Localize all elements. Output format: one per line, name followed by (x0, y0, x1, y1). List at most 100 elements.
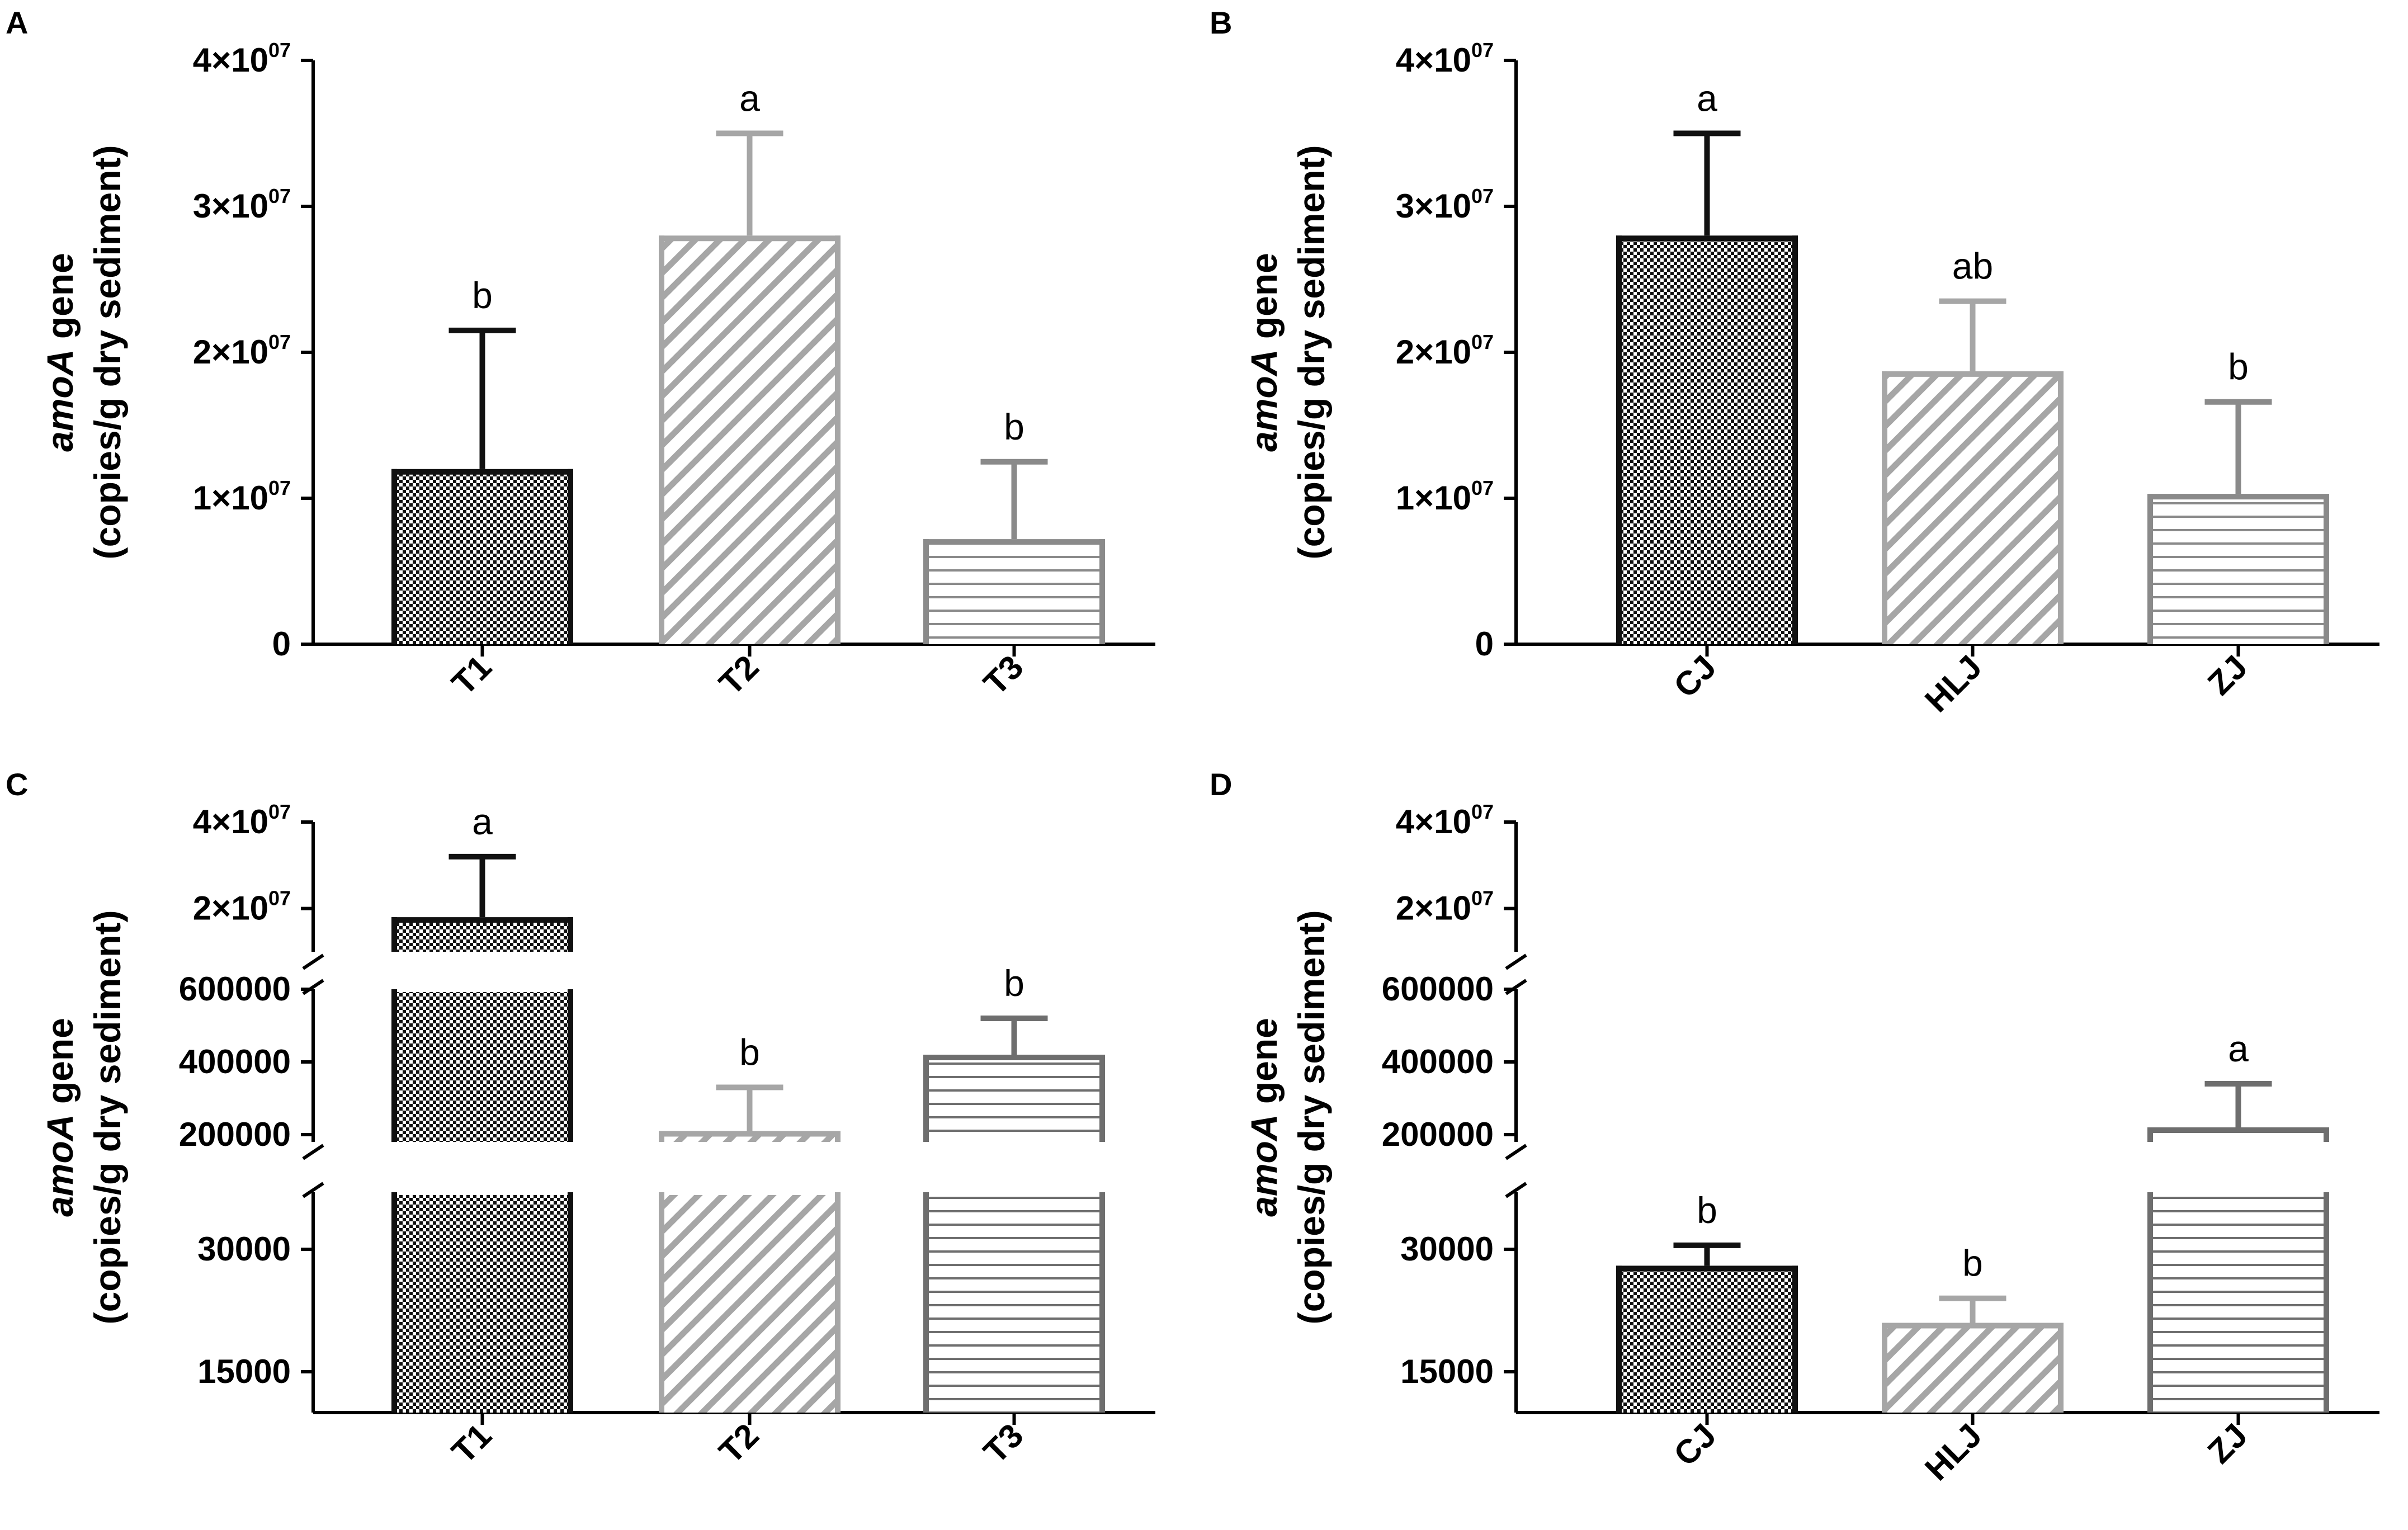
y-tick-exponent: 07 (1471, 476, 1494, 499)
y-axis-label: amoA gene (1243, 253, 1285, 452)
panel-letter: A (6, 5, 28, 40)
axis-break-mark (302, 953, 324, 970)
panel-letter: B (1210, 5, 1232, 40)
y-axis-label: amoA gene (1243, 1018, 1285, 1217)
y-tick-label: 2×1007 (1396, 887, 1494, 927)
y-axis-label-italic: amoA (39, 1115, 81, 1217)
y-axis-label-italic: amoA (39, 350, 81, 452)
bar-T1 (394, 471, 570, 644)
y-tick-label: 200000 (179, 1116, 291, 1153)
significance-letter: b (1004, 962, 1024, 1004)
x-tick-label: ZJ (2201, 1416, 2255, 1471)
y-tick-label: 30000 (1400, 1230, 1494, 1268)
axis-break-mark (302, 979, 324, 995)
x-tick-label: CJ (1666, 648, 1724, 705)
y-tick-label: 15000 (1400, 1353, 1494, 1390)
y-tick-exponent: 07 (1471, 800, 1494, 823)
y-axis-label-rest: gene (39, 1018, 81, 1114)
bar-ZJ (2150, 1130, 2326, 1142)
bar-ZJ (2150, 497, 2326, 644)
significance-letter: b (2228, 346, 2249, 388)
bar-T3 (926, 542, 1102, 644)
significance-letter: a (739, 78, 760, 119)
y-tick-mantissa: 1×10 (1396, 479, 1471, 517)
y-axis-label-units: (copies/g dry sediment) (1291, 145, 1332, 560)
bar-T1 (394, 992, 570, 1142)
bar-T3 (926, 1195, 1102, 1413)
y-tick-label: 3×1007 (1396, 185, 1494, 225)
x-tick-label: T1 (445, 1416, 499, 1471)
y-tick-label: 0 (1475, 625, 1494, 663)
y-tick-mantissa: 2×10 (193, 890, 268, 927)
significance-letter: b (1697, 1189, 1717, 1231)
y-tick-mantissa: 2×10 (1396, 333, 1471, 371)
y-axis-label: amoA gene (39, 1018, 81, 1217)
panel-letter: C (6, 767, 28, 802)
y-tick-exponent: 07 (268, 800, 291, 823)
y-axis-label-units: (copies/g dry sediment) (87, 910, 128, 1325)
significance-letter: a (472, 801, 493, 842)
y-tick-label: 400000 (179, 1043, 291, 1080)
panel-letter: D (1210, 767, 1232, 802)
y-tick-label: 15000 (197, 1353, 291, 1390)
x-tick-label: CJ (1666, 1416, 1724, 1474)
bar-T1 (394, 920, 570, 952)
significance-letter: b (1004, 406, 1024, 447)
y-tick-label: 30000 (197, 1230, 291, 1268)
y-tick-exponent: 07 (268, 185, 291, 207)
bar-CJ (1619, 238, 1795, 644)
y-tick-label: 600000 (179, 970, 291, 1008)
y-tick-label: 200000 (1382, 1116, 1494, 1153)
significance-letter: b (472, 275, 493, 316)
y-tick-label: 600000 (1382, 970, 1494, 1008)
y-tick-label: 400000 (1382, 1043, 1494, 1080)
bar-HLJ (1885, 1325, 2061, 1413)
y-axis-label-rest: gene (1243, 1018, 1285, 1114)
axis-break-mark (1505, 1144, 1527, 1160)
y-tick-label: 0 (272, 625, 291, 663)
y-tick-label: 4×1007 (1396, 800, 1494, 840)
y-tick-exponent: 07 (1471, 185, 1494, 207)
y-tick-label: 1×1007 (1396, 476, 1494, 517)
axis-break-mark (1505, 953, 1527, 970)
y-tick-mantissa: 4×10 (1396, 803, 1471, 840)
significance-letter: b (739, 1032, 760, 1073)
y-tick-mantissa: 2×10 (1396, 890, 1471, 927)
significance-letter: b (1962, 1243, 1983, 1284)
y-axis-label-rest: gene (39, 253, 81, 349)
bar-T2 (662, 238, 838, 644)
y-tick-exponent: 07 (268, 39, 291, 62)
y-tick-mantissa: 4×10 (193, 803, 268, 840)
y-tick-label: 1×1007 (193, 476, 291, 517)
y-tick-mantissa: 2×10 (193, 333, 268, 371)
significance-letter: a (1697, 78, 1717, 119)
x-tick-label: ZJ (2201, 648, 2255, 702)
y-tick-label: 3×1007 (193, 185, 291, 225)
axis-break-mark (302, 1182, 324, 1198)
y-tick-label: 2×1007 (193, 330, 291, 371)
x-tick-label: HLJ (1918, 648, 1989, 720)
x-tick-label: T3 (976, 648, 1031, 702)
y-axis-label-units: (copies/g dry sediment) (87, 145, 128, 560)
y-tick-exponent: 07 (1471, 887, 1494, 910)
y-tick-exponent: 07 (268, 330, 291, 353)
axis-break-mark (1505, 1182, 1527, 1198)
y-tick-exponent: 07 (1471, 330, 1494, 353)
y-tick-mantissa: 3×10 (1396, 187, 1471, 225)
y-tick-label: 2×1007 (1396, 330, 1494, 371)
bar-T2 (662, 1195, 838, 1413)
axis-break-mark (302, 1144, 324, 1160)
significance-letter: a (2228, 1028, 2249, 1069)
bar-HLJ (1885, 374, 2061, 644)
bar-ZJ (2150, 1195, 2326, 1413)
x-tick-label: T2 (712, 1416, 766, 1471)
y-tick-mantissa: 1×10 (193, 479, 268, 517)
y-tick-exponent: 07 (268, 887, 291, 910)
y-axis-label-rest: gene (1243, 253, 1285, 349)
y-axis-label-units: (copies/g dry sediment) (1291, 910, 1332, 1325)
y-tick-exponent: 07 (1471, 39, 1494, 62)
